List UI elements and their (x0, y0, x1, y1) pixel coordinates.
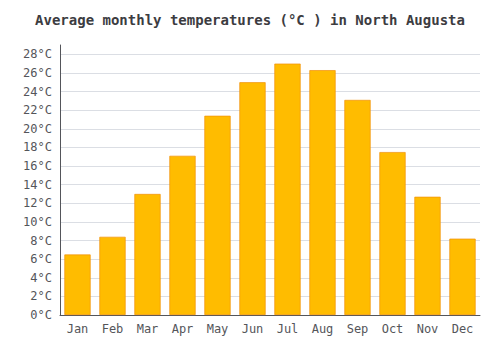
svg-text:Jul: Jul (277, 322, 299, 336)
svg-text:22°C: 22°C (23, 103, 52, 117)
svg-text:Jan: Jan (67, 322, 89, 336)
svg-text:28°C: 28°C (23, 47, 52, 61)
svg-text:Feb: Feb (102, 322, 124, 336)
svg-text:Sep: Sep (347, 322, 369, 336)
svg-text:4°C: 4°C (30, 271, 52, 285)
svg-text:6°C: 6°C (30, 252, 52, 266)
svg-text:10°C: 10°C (23, 215, 52, 229)
svg-text:26°C: 26°C (23, 66, 52, 80)
svg-text:Oct: Oct (382, 322, 404, 336)
svg-text:Nov: Nov (417, 322, 439, 336)
svg-text:0°C: 0°C (30, 308, 52, 322)
svg-text:16°C: 16°C (23, 159, 52, 173)
svg-text:Mar: Mar (137, 322, 159, 336)
svg-text:May: May (207, 322, 229, 336)
svg-text:Dec: Dec (452, 322, 474, 336)
svg-text:Jun: Jun (242, 322, 264, 336)
svg-text:14°C: 14°C (23, 178, 52, 192)
svg-text:2°C: 2°C (30, 289, 52, 303)
svg-text:Apr: Apr (172, 322, 194, 336)
svg-text:12°C: 12°C (23, 196, 52, 210)
svg-text:Aug: Aug (312, 322, 334, 336)
svg-text:Average monthly temperatures (: Average monthly temperatures (°C ) in No… (35, 12, 465, 28)
svg-text:8°C: 8°C (30, 234, 52, 248)
svg-text:18°C: 18°C (23, 140, 52, 154)
svg-text:20°C: 20°C (23, 122, 52, 136)
svg-text:24°C: 24°C (23, 85, 52, 99)
